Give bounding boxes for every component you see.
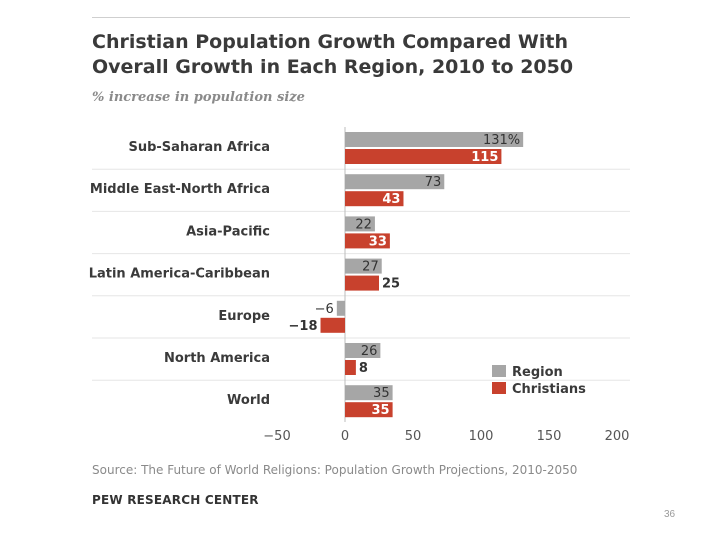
christians-bar — [345, 275, 379, 291]
region-bar — [336, 300, 345, 316]
christians-value-label: −18 — [289, 319, 318, 334]
x-tick-label: −50 — [263, 429, 290, 444]
region-bar — [345, 216, 375, 232]
region-bar — [345, 343, 381, 358]
organization-name: PEW RESEARCH CENTER — [92, 493, 259, 507]
region-bar — [345, 385, 393, 401]
christians-bar — [345, 360, 356, 375]
chart-subtitle: % increase in population size — [92, 90, 305, 105]
x-tick-label: 0 — [341, 429, 349, 444]
x-tick-label: 200 — [605, 429, 630, 444]
christians-value-label: 43 — [382, 192, 400, 207]
category-label: Asia-Pacific — [186, 224, 270, 239]
source-note: Source: The Future of World Religions: P… — [92, 463, 578, 477]
region-value-label: 73 — [425, 175, 442, 190]
christians-bar — [320, 317, 345, 333]
christians-bar — [345, 191, 404, 207]
region-value-label: −6 — [315, 302, 334, 317]
region-bar — [345, 258, 382, 274]
category-label: Europe — [218, 309, 270, 324]
christians-value-label: 115 — [471, 150, 498, 165]
region-value-label: 27 — [362, 260, 379, 275]
christians-value-label: 33 — [369, 234, 387, 249]
chart-title: Christian Population Growth Compared Wit… — [92, 31, 574, 78]
legend-swatch-christians — [492, 382, 506, 394]
christians-bar — [345, 402, 393, 418]
category-label: Sub-Saharan Africa — [128, 140, 270, 155]
category-label: Middle East-North Africa — [90, 182, 270, 197]
region-value-label: 26 — [361, 344, 378, 359]
legend-label-christians: Christians — [512, 382, 586, 397]
top-rule — [92, 17, 630, 18]
region-bar — [345, 174, 445, 190]
category-label: North America — [164, 351, 270, 366]
x-tick-label: 50 — [405, 429, 422, 444]
region-value-label: 22 — [355, 217, 372, 232]
category-label: World — [227, 393, 270, 408]
christians-value-label: 25 — [382, 277, 400, 292]
christians-bar — [345, 233, 390, 249]
region-value-label: 131% — [483, 133, 520, 148]
christians-value-label: 35 — [372, 403, 390, 418]
legend-label-region: Region — [512, 365, 563, 380]
region-value-label: 35 — [373, 386, 390, 401]
page-number: 36 — [664, 509, 676, 520]
x-tick-label: 100 — [469, 429, 494, 444]
category-label: Latin America-Caribbean — [89, 267, 270, 282]
christians-value-label: 8 — [359, 361, 368, 376]
legend-swatch-region — [492, 365, 506, 377]
x-tick-label: 150 — [537, 429, 562, 444]
region-bar — [345, 132, 524, 147]
christians-bar — [345, 149, 502, 164]
